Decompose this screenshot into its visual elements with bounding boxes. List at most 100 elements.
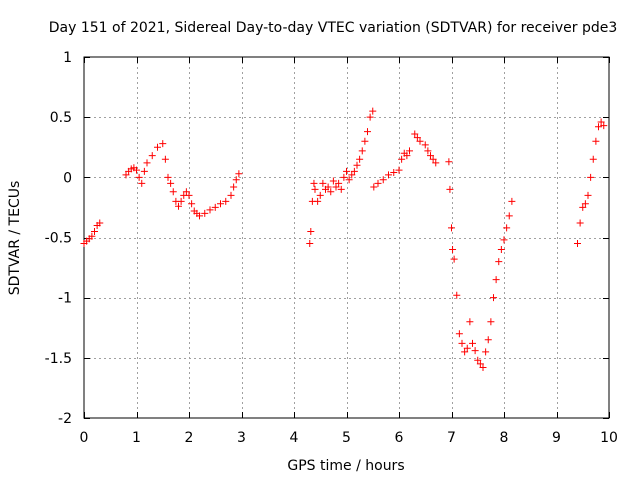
data-point (143, 159, 151, 167)
data-point (148, 152, 156, 160)
data-point (476, 360, 484, 368)
x-axis-label: GPS time / hours (287, 458, 404, 474)
data-point (366, 113, 374, 121)
data-point (395, 166, 403, 174)
grid (84, 57, 609, 418)
data-point (458, 339, 466, 347)
data-point (96, 219, 104, 227)
data-point (327, 188, 335, 196)
x-tick-label: 2 (185, 430, 194, 446)
y-tick-label: 0.5 (50, 110, 72, 126)
data-point (416, 137, 424, 145)
data-point (492, 276, 500, 284)
data-point (487, 318, 495, 326)
data-point (429, 155, 437, 163)
data-point (159, 140, 167, 148)
axis-ticks: 0 1 2 3 4 5 6 7 8 9 10 1 0.5 0 -0.5 -1 -1.5 -2 (45, 50, 618, 446)
data-point (140, 167, 148, 175)
y-tick-label: -2 (58, 411, 72, 427)
data-point (307, 227, 315, 235)
data-point (463, 344, 471, 352)
data-point (469, 339, 476, 347)
data-point (390, 169, 398, 177)
x-tick-label: 0 (80, 430, 89, 446)
data-point (379, 176, 387, 184)
x-tick-label: 4 (290, 430, 299, 446)
data-point (587, 173, 595, 181)
data-point (227, 191, 235, 199)
data-point (343, 167, 350, 175)
data-point (314, 197, 322, 205)
data-point (175, 202, 182, 210)
x-tick-label: 8 (500, 430, 509, 446)
data-point (222, 197, 230, 205)
data-point (455, 330, 463, 338)
x-tick-label: 6 (395, 430, 404, 446)
data-point (466, 318, 474, 326)
data-point (311, 185, 319, 193)
data-point (161, 155, 169, 163)
y-tick-label: 1 (63, 50, 72, 66)
data-point (206, 206, 214, 214)
data-point (581, 200, 589, 208)
y-tick-label: 0 (63, 170, 72, 186)
x-tick-label: 3 (237, 430, 246, 446)
data-points (80, 107, 608, 371)
data-point (471, 347, 479, 355)
data-point (406, 147, 413, 155)
data-point (448, 224, 455, 232)
data-point (185, 191, 193, 199)
data-point (474, 356, 482, 364)
data-point (374, 179, 382, 187)
data-point (230, 183, 238, 191)
data-point (495, 258, 503, 266)
y-tick-label: -1 (58, 291, 72, 307)
data-point (91, 227, 98, 235)
data-point (332, 183, 340, 191)
data-point (235, 170, 243, 178)
data-point (584, 191, 592, 199)
data-point (182, 188, 190, 196)
data-point (345, 176, 353, 184)
data-point (421, 141, 429, 149)
data-point (403, 152, 411, 160)
data-point (154, 143, 161, 151)
data-point (232, 176, 240, 184)
data-point (135, 173, 143, 181)
data-point (595, 123, 602, 131)
x-tick-label: 1 (132, 430, 141, 446)
x-tick-label: 10 (600, 430, 618, 446)
data-point (310, 179, 318, 187)
data-point (177, 197, 185, 205)
data-point (505, 212, 513, 220)
data-point (482, 348, 490, 356)
x-tick-label: 9 (552, 430, 561, 446)
data-point (324, 183, 332, 191)
data-point (479, 363, 487, 371)
data-point (316, 191, 324, 199)
data-point (319, 179, 327, 187)
data-point (592, 137, 600, 145)
data-point (196, 212, 203, 220)
data-point (427, 152, 434, 160)
data-point (574, 240, 581, 248)
data-point (335, 179, 343, 187)
data-point (484, 336, 492, 344)
data-point (337, 185, 345, 193)
data-point (353, 161, 361, 169)
data-point (449, 246, 457, 254)
data-point (306, 240, 314, 248)
chart-title: Day 151 of 2021, Sidereal Day-to-day VTE… (49, 20, 618, 36)
data-point (348, 171, 356, 179)
data-point (370, 183, 378, 191)
data-point (503, 224, 511, 232)
plot-frame (83, 56, 610, 419)
data-point (358, 147, 366, 155)
y-tick-label: -0.5 (45, 231, 72, 247)
data-point (500, 236, 508, 244)
data-point (413, 134, 421, 142)
data-point (446, 185, 454, 193)
data-point (340, 173, 348, 181)
data-point (497, 246, 505, 254)
data-point (424, 147, 432, 155)
